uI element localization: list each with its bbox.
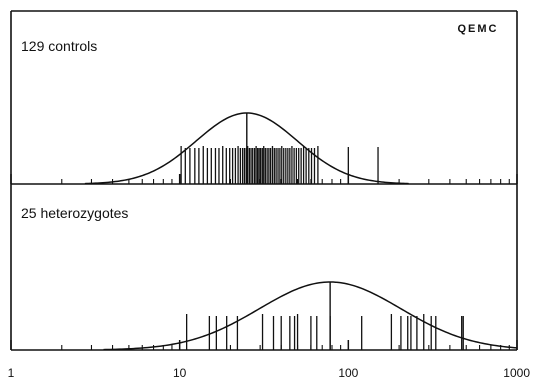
controls-observation-lines <box>180 146 379 184</box>
panel-heterozygotes: 25 heterozygotes <box>10 205 518 351</box>
x-tick-label-1000: 1000 <box>503 366 530 380</box>
heterozygotes-observation-lines <box>185 314 464 350</box>
panel-label-controls: 129 controls <box>21 38 97 54</box>
x-tick-labels: 1 10 100 1000 <box>8 366 531 380</box>
x-tick-label-1: 1 <box>8 366 15 380</box>
x-tick-label-10: 10 <box>173 366 187 380</box>
heterozygotes-normal-curve <box>103 281 518 351</box>
bottom-panel-axis-ticks <box>10 340 518 350</box>
panel-controls: 129 controls QEMC <box>10 23 518 185</box>
panel-label-heterozygotes: 25 heterozygotes <box>21 205 128 221</box>
corner-label: QEMC <box>458 23 499 35</box>
x-tick-label-100: 100 <box>338 366 358 380</box>
